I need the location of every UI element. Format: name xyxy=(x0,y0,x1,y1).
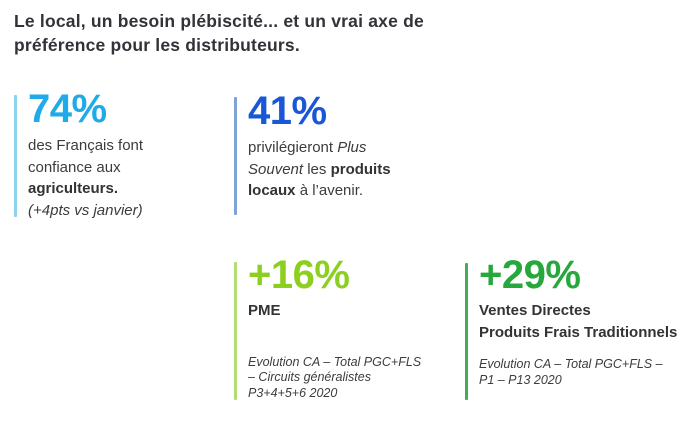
desc-line4-italic: (+4pts vs janvier) xyxy=(28,201,143,219)
desc-run3-italic: Souvent xyxy=(248,160,304,178)
stat-caption: Evolution CA – Total PGC+FLS – Circuits … xyxy=(248,355,421,402)
stat-content: 74% des Français font confiance aux agri… xyxy=(28,89,143,221)
accent-bar xyxy=(465,263,468,400)
desc-run5-bold: produits xyxy=(330,160,391,178)
desc-line3-bold: agriculteurs. xyxy=(28,180,119,197)
stat-block-produits-locaux: 41% privilégieront Plus Souvent les prod… xyxy=(234,91,391,215)
stat-value: +16% xyxy=(248,253,350,297)
accent-bar xyxy=(234,262,237,400)
stat-block-pme: +16% PME Evolution CA – Total PGC+FLS – … xyxy=(234,255,421,401)
stat-value: 41% xyxy=(248,89,327,133)
caption-line2: – Circuits généralistes xyxy=(248,370,371,384)
stat-description: des Français font confiance aux agricult… xyxy=(28,135,143,221)
stat-block-ventes-directes: +29% Ventes Directes Produits Frais Trad… xyxy=(465,255,677,400)
slide-title: Le local, un besoin plébiscité... et un … xyxy=(14,9,514,57)
accent-bar xyxy=(234,97,237,215)
stat-content: +16% PME Evolution CA – Total PGC+FLS – … xyxy=(248,255,421,401)
caption-line1: Evolution CA – Total PGC+FLS – xyxy=(479,357,663,371)
desc-run2-italic: Plus xyxy=(337,139,367,156)
caption-line2: P1 – P13 2020 xyxy=(479,372,562,387)
label-line1: Ventes Directes xyxy=(479,302,591,319)
label-line2: Produits Frais Traditionnels xyxy=(479,323,678,341)
slide-title-line2: préférence pour les distributeurs. xyxy=(14,35,300,55)
accent-bar xyxy=(14,95,17,217)
stat-content: 41% privilégieront Plus Souvent les prod… xyxy=(248,91,391,202)
stat-content: +29% Ventes Directes Produits Frais Trad… xyxy=(479,255,677,388)
stat-caption: Evolution CA – Total PGC+FLS – P1 – P13 … xyxy=(479,357,677,388)
slide-title-line1: Le local, un besoin plébiscité... et un … xyxy=(14,11,424,31)
desc-run6-bold: locaux xyxy=(248,182,296,199)
stat-block-confiance-agriculteurs: 74% des Français font confiance aux agri… xyxy=(14,89,143,221)
stat-value: 74% xyxy=(28,87,107,131)
desc-run1: privilégieront xyxy=(248,139,338,156)
desc-line1: des Français font xyxy=(28,137,144,154)
stat-label: Ventes Directes Produits Frais Tradition… xyxy=(479,300,677,343)
desc-run4: les xyxy=(303,160,331,178)
caption-line3: P3+4+5+6 2020 xyxy=(248,385,338,400)
stat-label: PME xyxy=(248,302,281,319)
caption-line1: Evolution CA – Total PGC+FLS xyxy=(248,354,422,369)
stat-description: privilégieront Plus Souvent les produits… xyxy=(248,137,391,202)
desc-line2: confiance aux xyxy=(28,158,121,176)
stat-value: +29% xyxy=(479,253,581,297)
desc-run7: à l’avenir. xyxy=(295,182,364,199)
